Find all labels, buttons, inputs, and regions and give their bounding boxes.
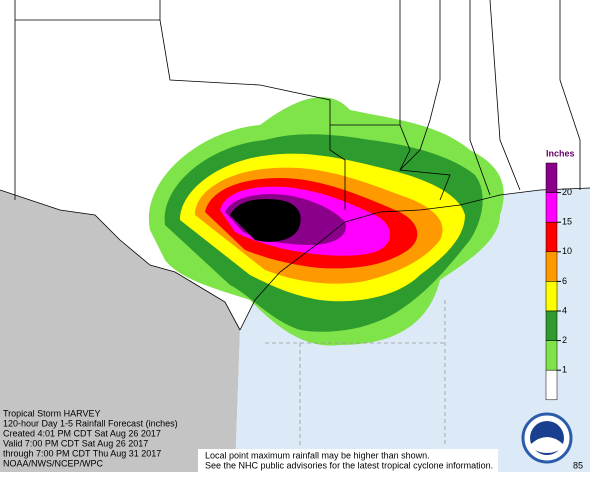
- legend-label: 10: [562, 246, 572, 256]
- caption-line: Tropical Storm HARVEY: [3, 408, 101, 418]
- legend-label: 2: [562, 335, 567, 345]
- corner-label: 85: [573, 460, 583, 470]
- note-line: See the NHC public advisories for the la…: [205, 460, 493, 470]
- legend-label: 15: [562, 217, 572, 227]
- legend-swatch: [545, 162, 558, 193]
- legend-swatch: [545, 310, 558, 341]
- legend-label: 6: [562, 276, 567, 286]
- legend-swatch: [545, 192, 558, 223]
- caption-line: Created 4:01 PM CDT Sat Aug 26 2017: [3, 428, 161, 438]
- legend-label: 1: [562, 365, 567, 375]
- caption-line: through 7:00 PM CDT Thu Aug 31 2017: [3, 448, 161, 458]
- caption-line: 120-hour Day 1-5 Rainfall Forecast (inch…: [3, 418, 178, 428]
- boundaries: [0, 0, 590, 331]
- legend-swatch: [545, 281, 558, 312]
- lat-lon-lines: [265, 300, 446, 445]
- legend: Inches 20 15 10 6 4 2 1: [545, 148, 575, 401]
- rainfall-contour: [230, 198, 301, 242]
- notes-box: [198, 449, 498, 472]
- caption-line: NOAA/NWS/NCEP/WPC: [3, 458, 104, 468]
- legend-swatch: [545, 369, 558, 401]
- legend-title: Inches: [546, 148, 575, 158]
- legend-swatch: [545, 221, 558, 253]
- legend-swatch: [545, 251, 558, 282]
- legend-label: 20: [562, 187, 572, 197]
- legend-swatch: [545, 340, 558, 371]
- land-mexico: [0, 190, 240, 472]
- caption-line: Valid 7:00 PM CDT Sat Aug 26 2017: [3, 438, 148, 448]
- note-line: Local point maximum rainfall may be high…: [205, 450, 430, 460]
- noaa-logo-bird: [531, 437, 563, 453]
- legend-label: 4: [562, 305, 567, 315]
- rainfall-contours: [148, 97, 504, 346]
